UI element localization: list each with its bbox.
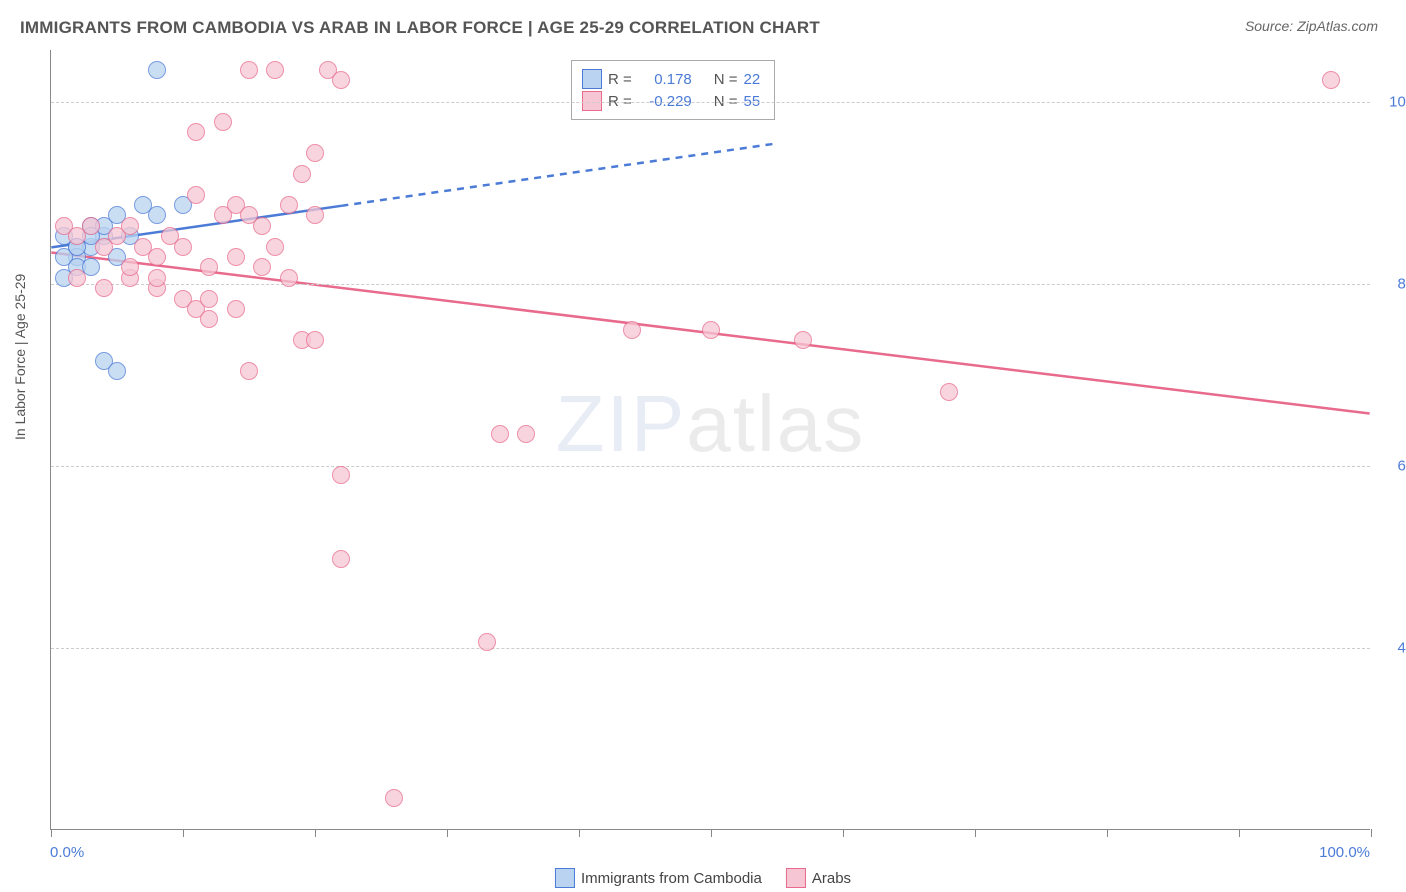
scatter-point-arabs	[148, 269, 166, 287]
legend-swatch-arabs	[582, 91, 602, 111]
scatter-point-arabs	[174, 238, 192, 256]
y-axis-title: In Labor Force | Age 25-29	[12, 274, 28, 440]
chart-title: IMMIGRANTS FROM CAMBODIA VS ARAB IN LABO…	[20, 18, 820, 38]
scatter-point-arabs	[385, 789, 403, 807]
n-label: N =	[714, 71, 738, 88]
x-axis-max-label: 100.0%	[1319, 844, 1370, 861]
source-attribution: Source: ZipAtlas.com	[1245, 18, 1378, 34]
scatter-point-arabs	[200, 310, 218, 328]
scatter-point-arabs	[332, 466, 350, 484]
legend-swatch-arabs	[786, 868, 806, 888]
regression-line-dashed-cambodia	[341, 143, 776, 205]
r-label: R =	[608, 71, 632, 88]
x-tick	[1107, 829, 1108, 837]
scatter-point-cambodia	[148, 61, 166, 79]
watermark-thin: atlas	[686, 379, 865, 468]
x-tick	[183, 829, 184, 837]
scatter-point-arabs	[240, 61, 258, 79]
stats-legend-row: R = -0.229 N = 55	[582, 91, 760, 111]
scatter-point-arabs	[306, 206, 324, 224]
scatter-point-arabs	[266, 238, 284, 256]
scatter-point-arabs	[121, 217, 139, 235]
scatter-point-arabs	[95, 279, 113, 297]
stats-legend-row: R = 0.178 N = 22	[582, 69, 760, 89]
scatter-point-arabs	[332, 550, 350, 568]
r-value-cambodia: 0.178	[638, 71, 692, 88]
watermark: ZIPatlas	[556, 378, 865, 470]
scatter-point-arabs	[940, 383, 958, 401]
scatter-point-arabs	[293, 165, 311, 183]
x-axis-min-label: 0.0%	[50, 844, 84, 861]
scatter-point-arabs	[240, 362, 258, 380]
x-tick	[975, 829, 976, 837]
scatter-point-cambodia	[108, 362, 126, 380]
regression-lines-layer	[51, 50, 1370, 829]
bottom-legend-item: Arabs	[786, 868, 851, 888]
scatter-point-arabs	[306, 144, 324, 162]
scatter-point-arabs	[478, 633, 496, 651]
x-tick	[711, 829, 712, 837]
scatter-point-arabs	[266, 61, 284, 79]
scatter-point-arabs	[280, 196, 298, 214]
scatter-point-arabs	[1322, 71, 1340, 89]
gridline	[51, 102, 1370, 103]
y-tick-label: 47.5%	[1380, 640, 1406, 657]
scatter-point-arabs	[187, 186, 205, 204]
x-tick	[843, 829, 844, 837]
scatter-point-cambodia	[148, 206, 166, 224]
scatter-point-arabs	[702, 321, 720, 339]
scatter-point-arabs	[200, 290, 218, 308]
x-tick	[1371, 829, 1372, 837]
y-tick-label: 82.5%	[1380, 276, 1406, 293]
scatter-point-arabs	[82, 217, 100, 235]
x-tick	[579, 829, 580, 837]
y-tick-label: 100.0%	[1380, 94, 1406, 111]
bottom-legend: Immigrants from Cambodia Arabs	[555, 868, 851, 888]
scatter-point-arabs	[68, 269, 86, 287]
x-tick	[1239, 829, 1240, 837]
y-tick-label: 65.0%	[1380, 458, 1406, 475]
legend-label-cambodia: Immigrants from Cambodia	[581, 870, 762, 887]
stats-legend: R = 0.178 N = 22 R = -0.229 N = 55	[571, 60, 775, 120]
scatter-point-arabs	[214, 113, 232, 131]
n-label: N =	[714, 93, 738, 110]
scatter-point-arabs	[121, 258, 139, 276]
legend-swatch-cambodia	[555, 868, 575, 888]
scatter-point-arabs	[187, 123, 205, 141]
scatter-point-arabs	[794, 331, 812, 349]
n-value-arabs: 55	[744, 93, 761, 110]
n-value-cambodia: 22	[744, 71, 761, 88]
scatter-point-arabs	[332, 71, 350, 89]
scatter-point-arabs	[306, 331, 324, 349]
scatter-point-arabs	[253, 217, 271, 235]
plot-area: ZIPatlas R = 0.178 N = 22 R = -0.229 N =…	[50, 50, 1370, 830]
x-tick	[51, 829, 52, 837]
watermark-bold: ZIP	[556, 379, 686, 468]
legend-label-arabs: Arabs	[812, 870, 851, 887]
scatter-point-arabs	[227, 300, 245, 318]
scatter-point-arabs	[280, 269, 298, 287]
scatter-point-arabs	[148, 248, 166, 266]
r-label: R =	[608, 93, 632, 110]
scatter-point-arabs	[200, 258, 218, 276]
gridline	[51, 284, 1370, 285]
x-tick	[447, 829, 448, 837]
scatter-point-arabs	[253, 258, 271, 276]
legend-swatch-cambodia	[582, 69, 602, 89]
scatter-point-arabs	[623, 321, 641, 339]
scatter-point-arabs	[517, 425, 535, 443]
scatter-point-arabs	[491, 425, 509, 443]
bottom-legend-item: Immigrants from Cambodia	[555, 868, 762, 888]
scatter-point-arabs	[227, 248, 245, 266]
r-value-arabs: -0.229	[638, 93, 692, 110]
gridline	[51, 648, 1370, 649]
x-tick	[315, 829, 316, 837]
gridline	[51, 466, 1370, 467]
